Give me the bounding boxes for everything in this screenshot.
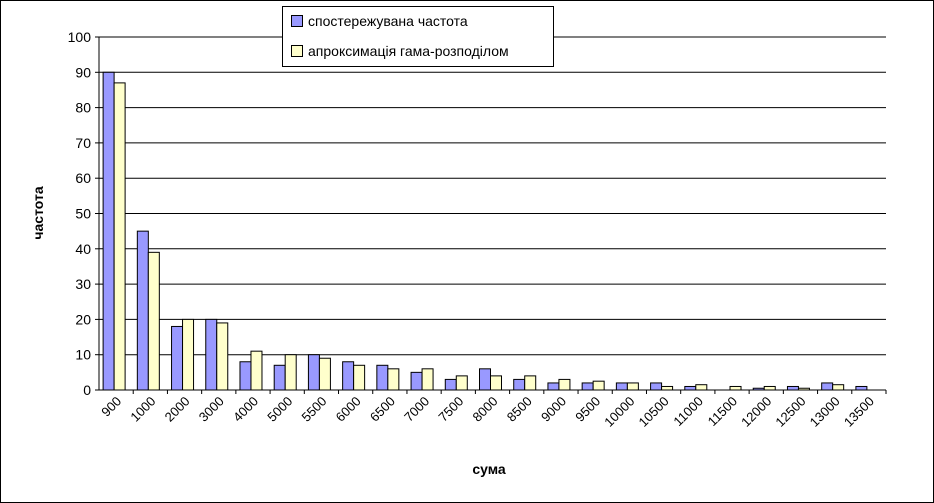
bar-observed xyxy=(650,382,663,391)
bar-observed xyxy=(581,382,594,391)
x-tick-label: 6000 xyxy=(333,394,364,425)
bar-observed xyxy=(136,230,149,391)
y-tick-label: 0 xyxy=(83,382,91,398)
x-tick-label: 7000 xyxy=(401,394,432,425)
y-axis-title: частота xyxy=(30,186,46,239)
bars xyxy=(102,71,868,391)
x-tick-label: 7500 xyxy=(435,394,466,425)
y-tick-label: 70 xyxy=(75,135,91,151)
bar-gamma xyxy=(763,385,776,391)
x-tick-label: 2000 xyxy=(162,394,193,425)
y-tick-label: 100 xyxy=(68,29,92,45)
bar-gamma xyxy=(182,318,195,391)
bar-gamma xyxy=(147,251,160,391)
y-tick-label: 80 xyxy=(75,100,91,116)
x-tick-label: 5500 xyxy=(298,394,329,425)
bar-observed xyxy=(273,364,286,391)
bar-gamma xyxy=(250,350,263,391)
bar-observed xyxy=(171,325,184,391)
bar-gamma xyxy=(455,375,468,391)
x-tick-label: 12500 xyxy=(772,394,808,430)
bar-observed xyxy=(615,382,628,391)
x-tick-label: 3000 xyxy=(196,394,227,425)
legend-swatch-observed xyxy=(291,15,303,27)
bar-observed xyxy=(547,382,560,391)
bar-observed xyxy=(479,368,491,391)
y-tick-label: 90 xyxy=(75,64,91,80)
x-tick-label: 10000 xyxy=(601,394,637,430)
bar-observed xyxy=(239,361,252,391)
bar-gamma xyxy=(695,384,708,391)
y-tick-label: 20 xyxy=(75,311,91,327)
legend-item-observed: спостережувана частота xyxy=(291,13,468,29)
x-tick-label: 8500 xyxy=(504,394,535,425)
x-tick-label: 1000 xyxy=(127,394,158,425)
x-tick-label: 10500 xyxy=(636,394,672,430)
bar-observed xyxy=(786,385,799,391)
bar-gamma xyxy=(387,368,400,391)
bar-gamma xyxy=(524,375,537,391)
legend: спостережувана частота апроксимація гама… xyxy=(282,6,554,67)
legend-label-observed: спостережувана частота xyxy=(308,13,468,29)
y-tick-label: 50 xyxy=(75,206,91,222)
bar-gamma xyxy=(729,385,742,391)
bar-observed xyxy=(855,385,868,391)
bar-observed xyxy=(513,378,526,391)
x-tick-label: 8000 xyxy=(470,394,501,425)
x-tick-label: 12000 xyxy=(738,394,774,430)
bar-observed xyxy=(684,385,697,391)
bar-observed xyxy=(376,364,389,391)
bar-gamma xyxy=(318,357,331,391)
x-axis-title: сума xyxy=(472,461,506,477)
x-tick-label: 9000 xyxy=(538,394,569,425)
bar-gamma xyxy=(421,368,434,391)
bar-observed xyxy=(102,71,115,391)
bar-gamma xyxy=(558,378,571,391)
bar-gamma xyxy=(832,384,845,391)
bar-gamma xyxy=(353,364,366,391)
bar-gamma xyxy=(592,380,605,391)
x-tick-label: 5000 xyxy=(264,394,295,425)
y-tick-label: 40 xyxy=(75,241,91,257)
x-tick-label: 900 xyxy=(98,394,124,420)
x-tick-label: 4000 xyxy=(230,394,261,425)
legend-label-gamma: апроксимація гама-розподілом xyxy=(308,43,509,59)
bar-observed xyxy=(821,382,834,391)
legend-item-gamma: апроксимація гама-розподілом xyxy=(291,43,509,59)
bar-observed xyxy=(444,378,457,391)
x-tick-labels: 900 1000 2000 3000 4000 5000 5500 6000 6500 7000 7… xyxy=(98,394,877,430)
bar-observed xyxy=(307,354,320,391)
bar-observed xyxy=(205,318,218,391)
bar-gamma xyxy=(661,385,674,391)
bar-gamma xyxy=(284,354,297,391)
y-tick-labels: 0 10 20 30 40 50 60 70 80 90 100 xyxy=(68,29,99,398)
bar-gamma xyxy=(113,82,126,391)
y-tick-label: 10 xyxy=(75,347,91,363)
x-tick-label: 11000 xyxy=(670,394,705,429)
bar-gamma xyxy=(626,382,639,391)
bar-observed xyxy=(410,371,423,391)
x-tick-label: 13500 xyxy=(841,394,877,430)
x-tick-label: 13000 xyxy=(807,394,843,430)
bar-observed xyxy=(342,361,355,391)
x-tick-label: 11500 xyxy=(705,394,740,429)
bar-gamma xyxy=(216,322,229,391)
gridlines xyxy=(99,36,886,356)
y-tick-label: 60 xyxy=(75,170,91,186)
y-tick-label: 30 xyxy=(75,276,91,292)
x-tick-label: 9500 xyxy=(572,394,603,425)
legend-swatch-gamma xyxy=(291,45,303,57)
bar-gamma xyxy=(490,375,502,391)
x-tick-label: 6500 xyxy=(367,394,398,425)
